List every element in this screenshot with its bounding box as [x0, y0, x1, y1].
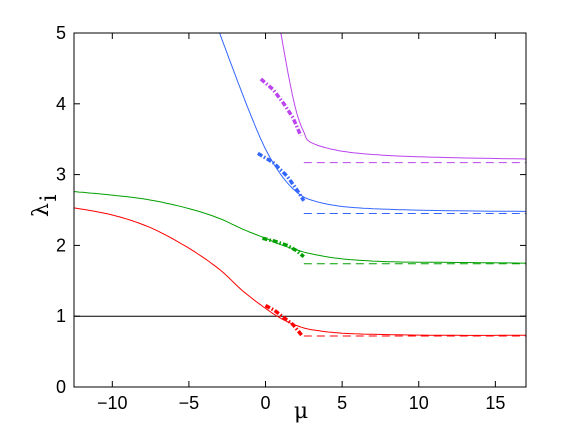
- y-axis-label-subscript: i: [37, 194, 62, 201]
- y-axis-label-group: λ i: [29, 194, 62, 217]
- x-axis-label: μ: [294, 399, 308, 424]
- series-line-9: [264, 304, 304, 338]
- x-tick-label: 0: [261, 393, 271, 413]
- series-layer: [73, 32, 527, 338]
- y-tick-label: 1: [56, 306, 66, 326]
- x-tick-label: 5: [337, 393, 347, 413]
- y-tick-label: 0: [56, 377, 66, 397]
- y-tick-label: 4: [56, 94, 66, 114]
- x-tick-label: −10: [97, 393, 128, 413]
- axes-frame: [73, 32, 527, 388]
- series-line-12: [259, 77, 303, 137]
- series-line-11: [256, 151, 306, 202]
- y-tick-label: 2: [56, 235, 66, 255]
- x-tick-label: 10: [409, 393, 429, 413]
- y-tick-label: 5: [56, 23, 66, 43]
- x-tick-label: 15: [485, 393, 505, 413]
- x-tick-label: −5: [179, 393, 200, 413]
- series-line-4: [280, 32, 527, 160]
- plot-area: [74, 33, 526, 387]
- ticks-layer: −10 −5 0 5 10 15 0 1 2 3 4 5: [56, 23, 526, 413]
- y-tick-label: 3: [56, 165, 66, 185]
- series-line-10: [262, 236, 305, 259]
- series-line-1: [73, 207, 526, 336]
- y-axis-label: λ: [29, 203, 54, 217]
